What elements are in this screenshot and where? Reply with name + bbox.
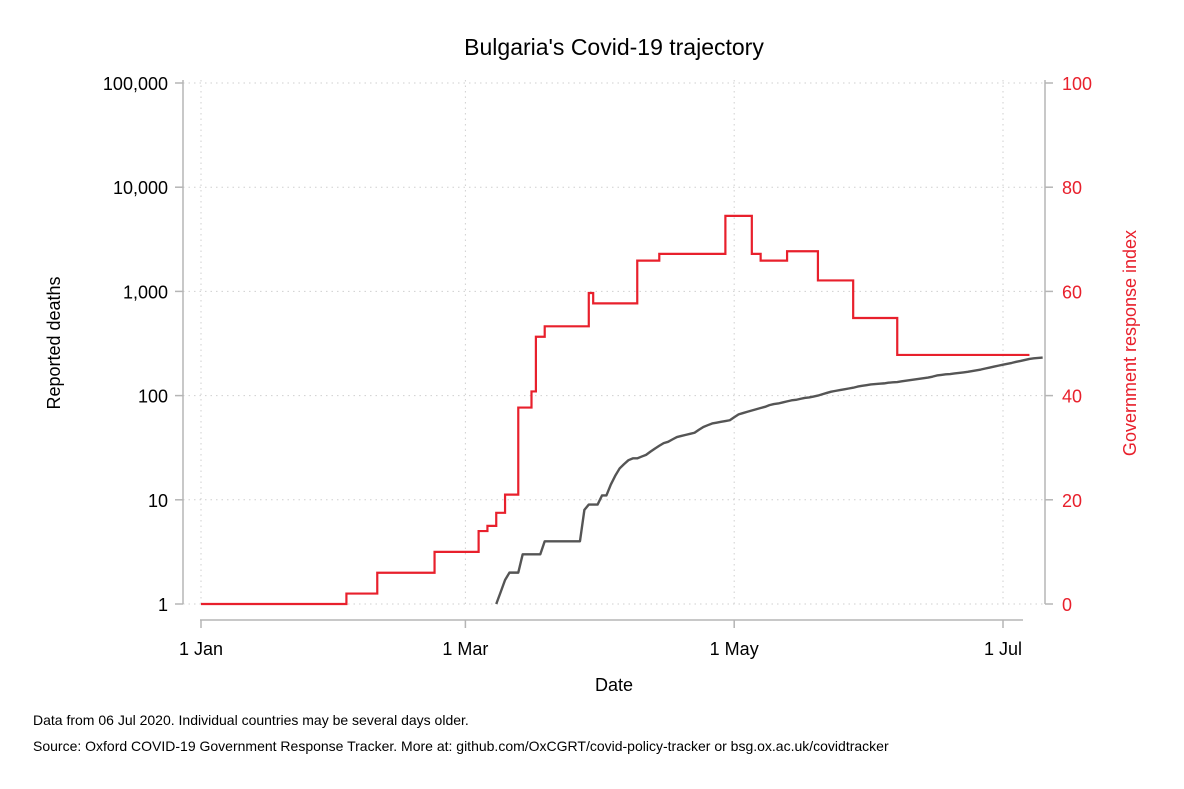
chart-title: Bulgaria's Covid-19 trajectory [464,34,764,60]
left-y-tick-label: 100,000 [103,74,168,94]
left-y-tick-label: 100 [138,387,168,407]
chart-axes [182,80,1046,621]
right-y-tick-label: 20 [1062,491,1082,511]
right-y-tick-label: 0 [1062,595,1072,615]
footnote-source: Source: Oxford COVID-19 Government Respo… [33,738,889,754]
chart-grid [183,80,1045,605]
right-y-tick-label: 100 [1062,74,1092,94]
left-y-tick-label: 1 [158,595,168,615]
right-y-tick-label: 40 [1062,387,1082,407]
series-line-reported-deaths [495,356,1043,605]
x-tick-label: 1 Jul [984,639,1022,659]
right-y-tick-label: 80 [1062,178,1082,198]
left-y-tick-label: 1,000 [123,282,168,302]
left-y-tick-label: 10 [148,491,168,511]
left-y-tick-label: 10,000 [113,178,168,198]
x-tick-label: 1 May [710,639,759,659]
left-y-axis-title: Reported deaths [44,276,64,409]
x-tick-label: 1 Mar [442,639,488,659]
chart-ticks: 1 10 100 1,000 10,000 100,000 0 20 40 60 80 100 1 Ja… [103,74,1092,659]
series-line-government-response-index [201,214,1030,606]
covid-trajectory-chart: 1 10 100 1,000 10,000 100,000 0 20 40 60 80 100 1 Ja… [44,34,1140,695]
footnote-data-date: Data from 06 Jul 2020. Individual countr… [33,712,469,728]
right-y-tick-label: 60 [1062,282,1082,302]
x-axis-title: Date [595,675,633,695]
chart-series [201,214,1043,606]
x-tick-label: 1 Jan [179,639,223,659]
right-y-axis-title: Government response index [1120,230,1140,456]
